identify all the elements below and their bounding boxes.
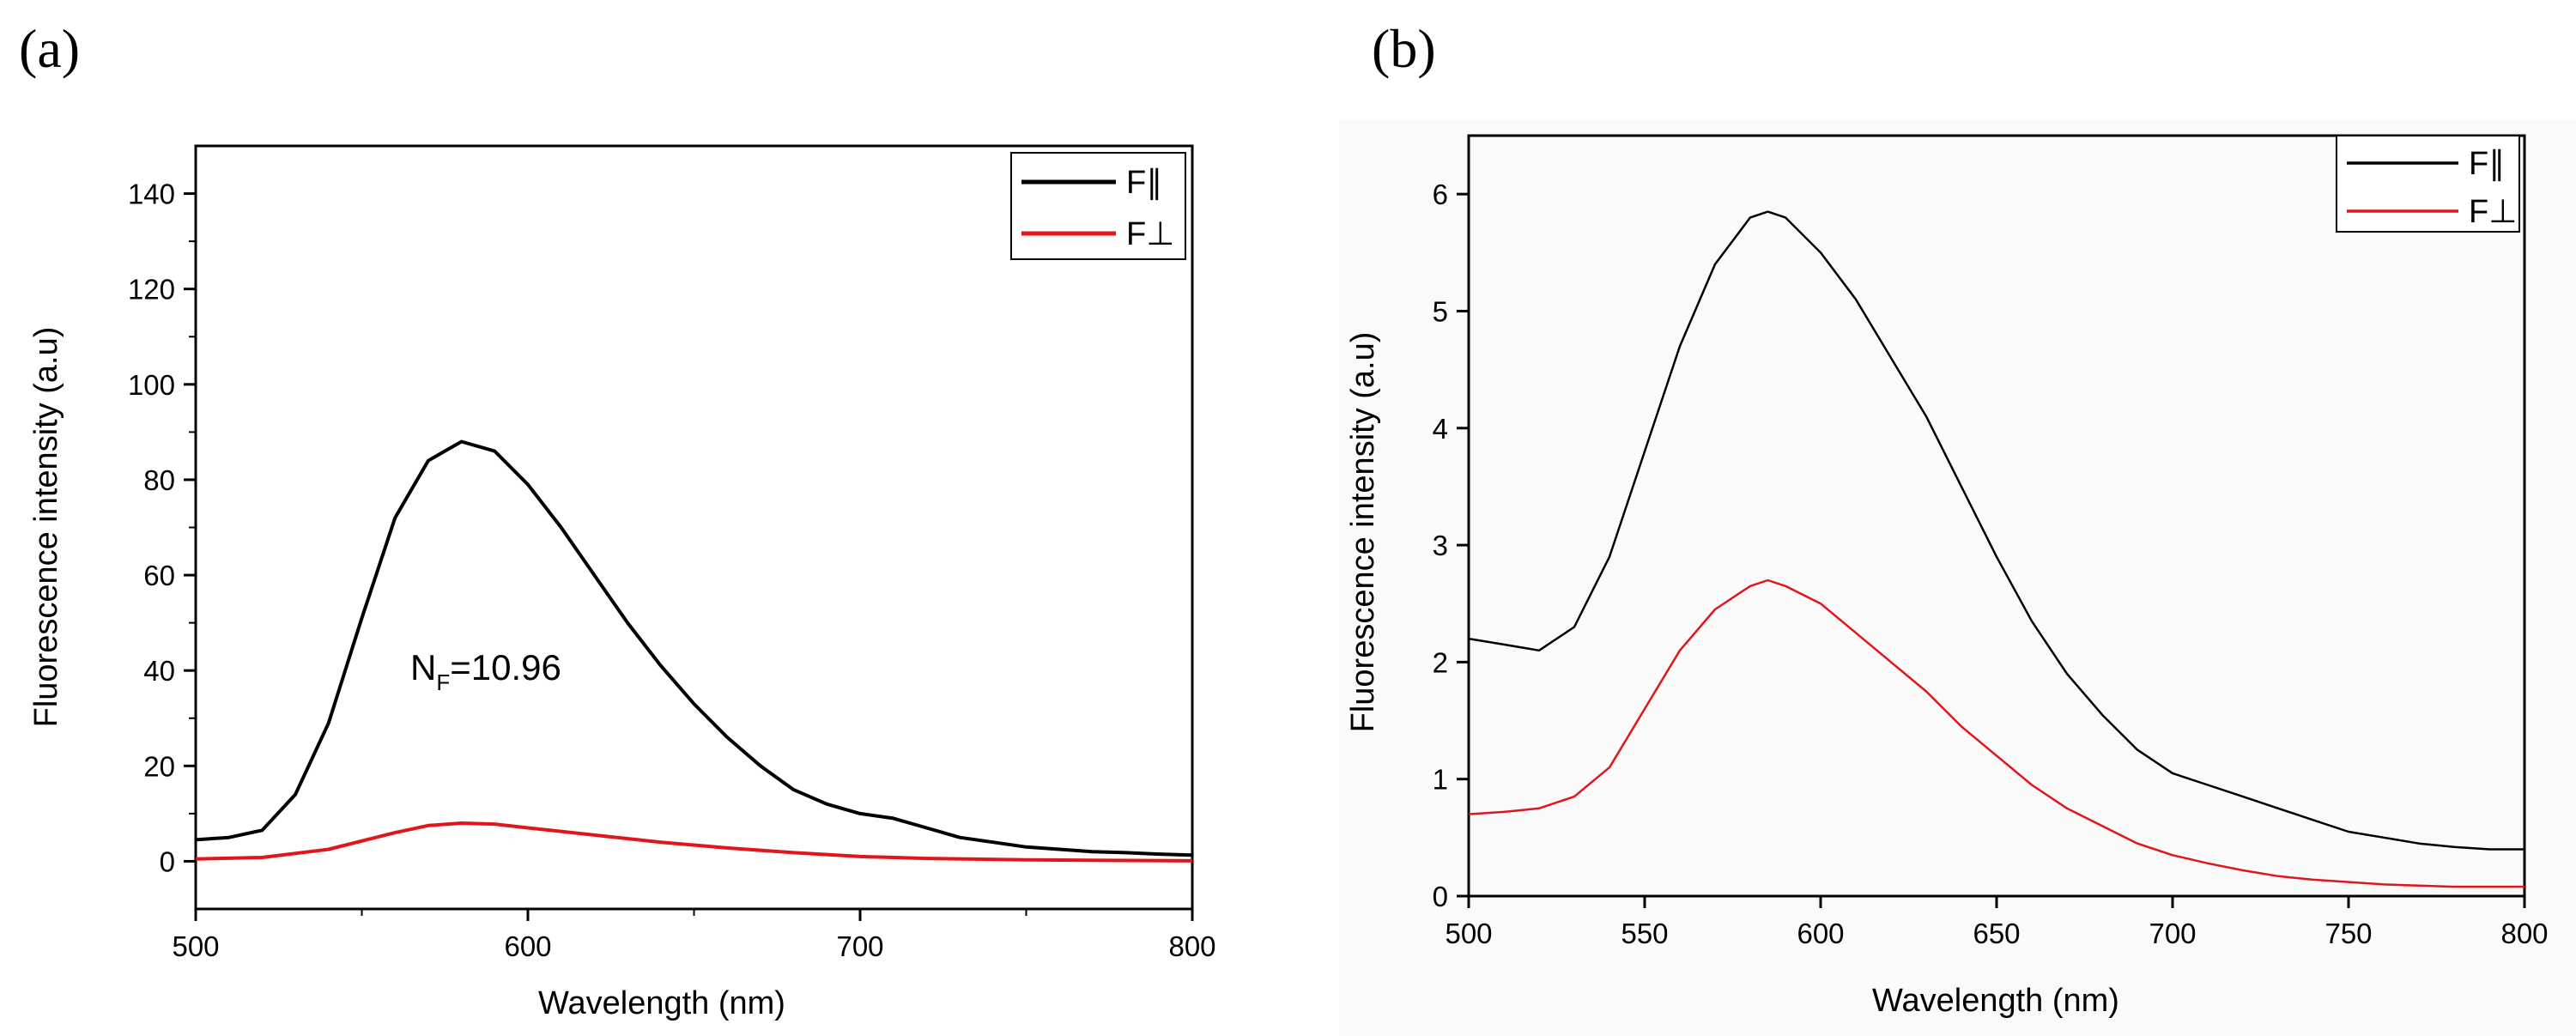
y-tick-label-140: 140 [128,179,175,210]
panel-a-xlabel: Wavelength (nm) [538,985,785,1021]
y-tick-label-1: 1 [1433,764,1448,796]
y-tick-label-120: 120 [128,274,175,306]
y-tick-label-40: 40 [143,655,175,687]
x-tick-label-600: 600 [1797,918,1844,949]
panel-a: (a) 500 600 700 800 0 20 40 60 80 100 120 140 F∥ F⊥ W… [19,18,1216,1021]
panel-a-legend-box [1010,152,1186,260]
y-tick-label-5: 5 [1433,295,1448,327]
panel-a-label: (a) [19,18,80,79]
series-f-perpendicular-line [195,821,1193,863]
panel-a-plot: 500 600 700 800 0 20 40 60 80 100 120 140 F∥ F⊥ [128,144,1216,962]
x-tick-label-650: 650 [1973,918,2020,949]
y-tick-label-80: 80 [143,464,175,496]
y-tick-label-0: 0 [1433,881,1448,912]
y-tick-label-20: 20 [143,750,175,782]
y-tick-label-0: 0 [160,845,175,877]
x-tick-label-500: 500 [1445,918,1492,949]
legend-f-perpendicular-label: F⊥ [2469,194,2517,230]
y-tick-label-100: 100 [128,369,175,401]
series-f-parallel-line [1468,210,2524,851]
x-tick-label-550: 550 [1621,918,1668,949]
panel-b-plot: 500 550 600 650 700 750 800 0 1 2 3 4 5 6 F∥ F⊥ [1433,134,2549,949]
panel-b-xlabel: Wavelength (nm) [1872,983,2119,1019]
y-tick-label-3: 3 [1433,530,1448,561]
panel-b-legend-box [2336,135,2520,233]
panel-b-label: (b) [1372,18,1436,79]
panel-a-ylabel: Fluorescence intensity (a.u) [28,327,64,728]
y-tick-label-2: 2 [1433,646,1448,678]
panel-b: (b) 500 550 600 650 700 750 800 0 1 2 3 4 5 6 F∥ F⊥ Wav… [1339,18,2576,1036]
y-tick-label-6: 6 [1433,179,1448,210]
x-tick-label-600: 600 [504,930,551,962]
x-tick-label-750: 750 [2324,918,2372,949]
series-f-parallel-line [195,439,1193,857]
panel-b-ylabel: Fluorescence intensity (a.u) [1345,332,1381,733]
x-tick-label-700: 700 [836,930,883,962]
legend-f-parallel-label: F∥ [1126,165,1162,201]
x-tick-label-700: 700 [2149,918,2196,949]
panel-b-background [1339,120,2576,1036]
legend-f-parallel-label: F∥ [2469,146,2505,182]
x-tick-label-800: 800 [1168,930,1215,962]
x-tick-label-500: 500 [172,930,219,962]
x-tick-label-800: 800 [2500,918,2548,949]
y-tick-label-60: 60 [143,560,175,591]
panel-a-frame [194,144,1194,911]
legend-f-perpendicular-label: F⊥ [1126,216,1174,252]
panel-a-annotation: NF=10.96 [410,647,561,695]
series-f-perpendicular-line [1468,579,2524,888]
y-tick-label-4: 4 [1433,413,1448,445]
